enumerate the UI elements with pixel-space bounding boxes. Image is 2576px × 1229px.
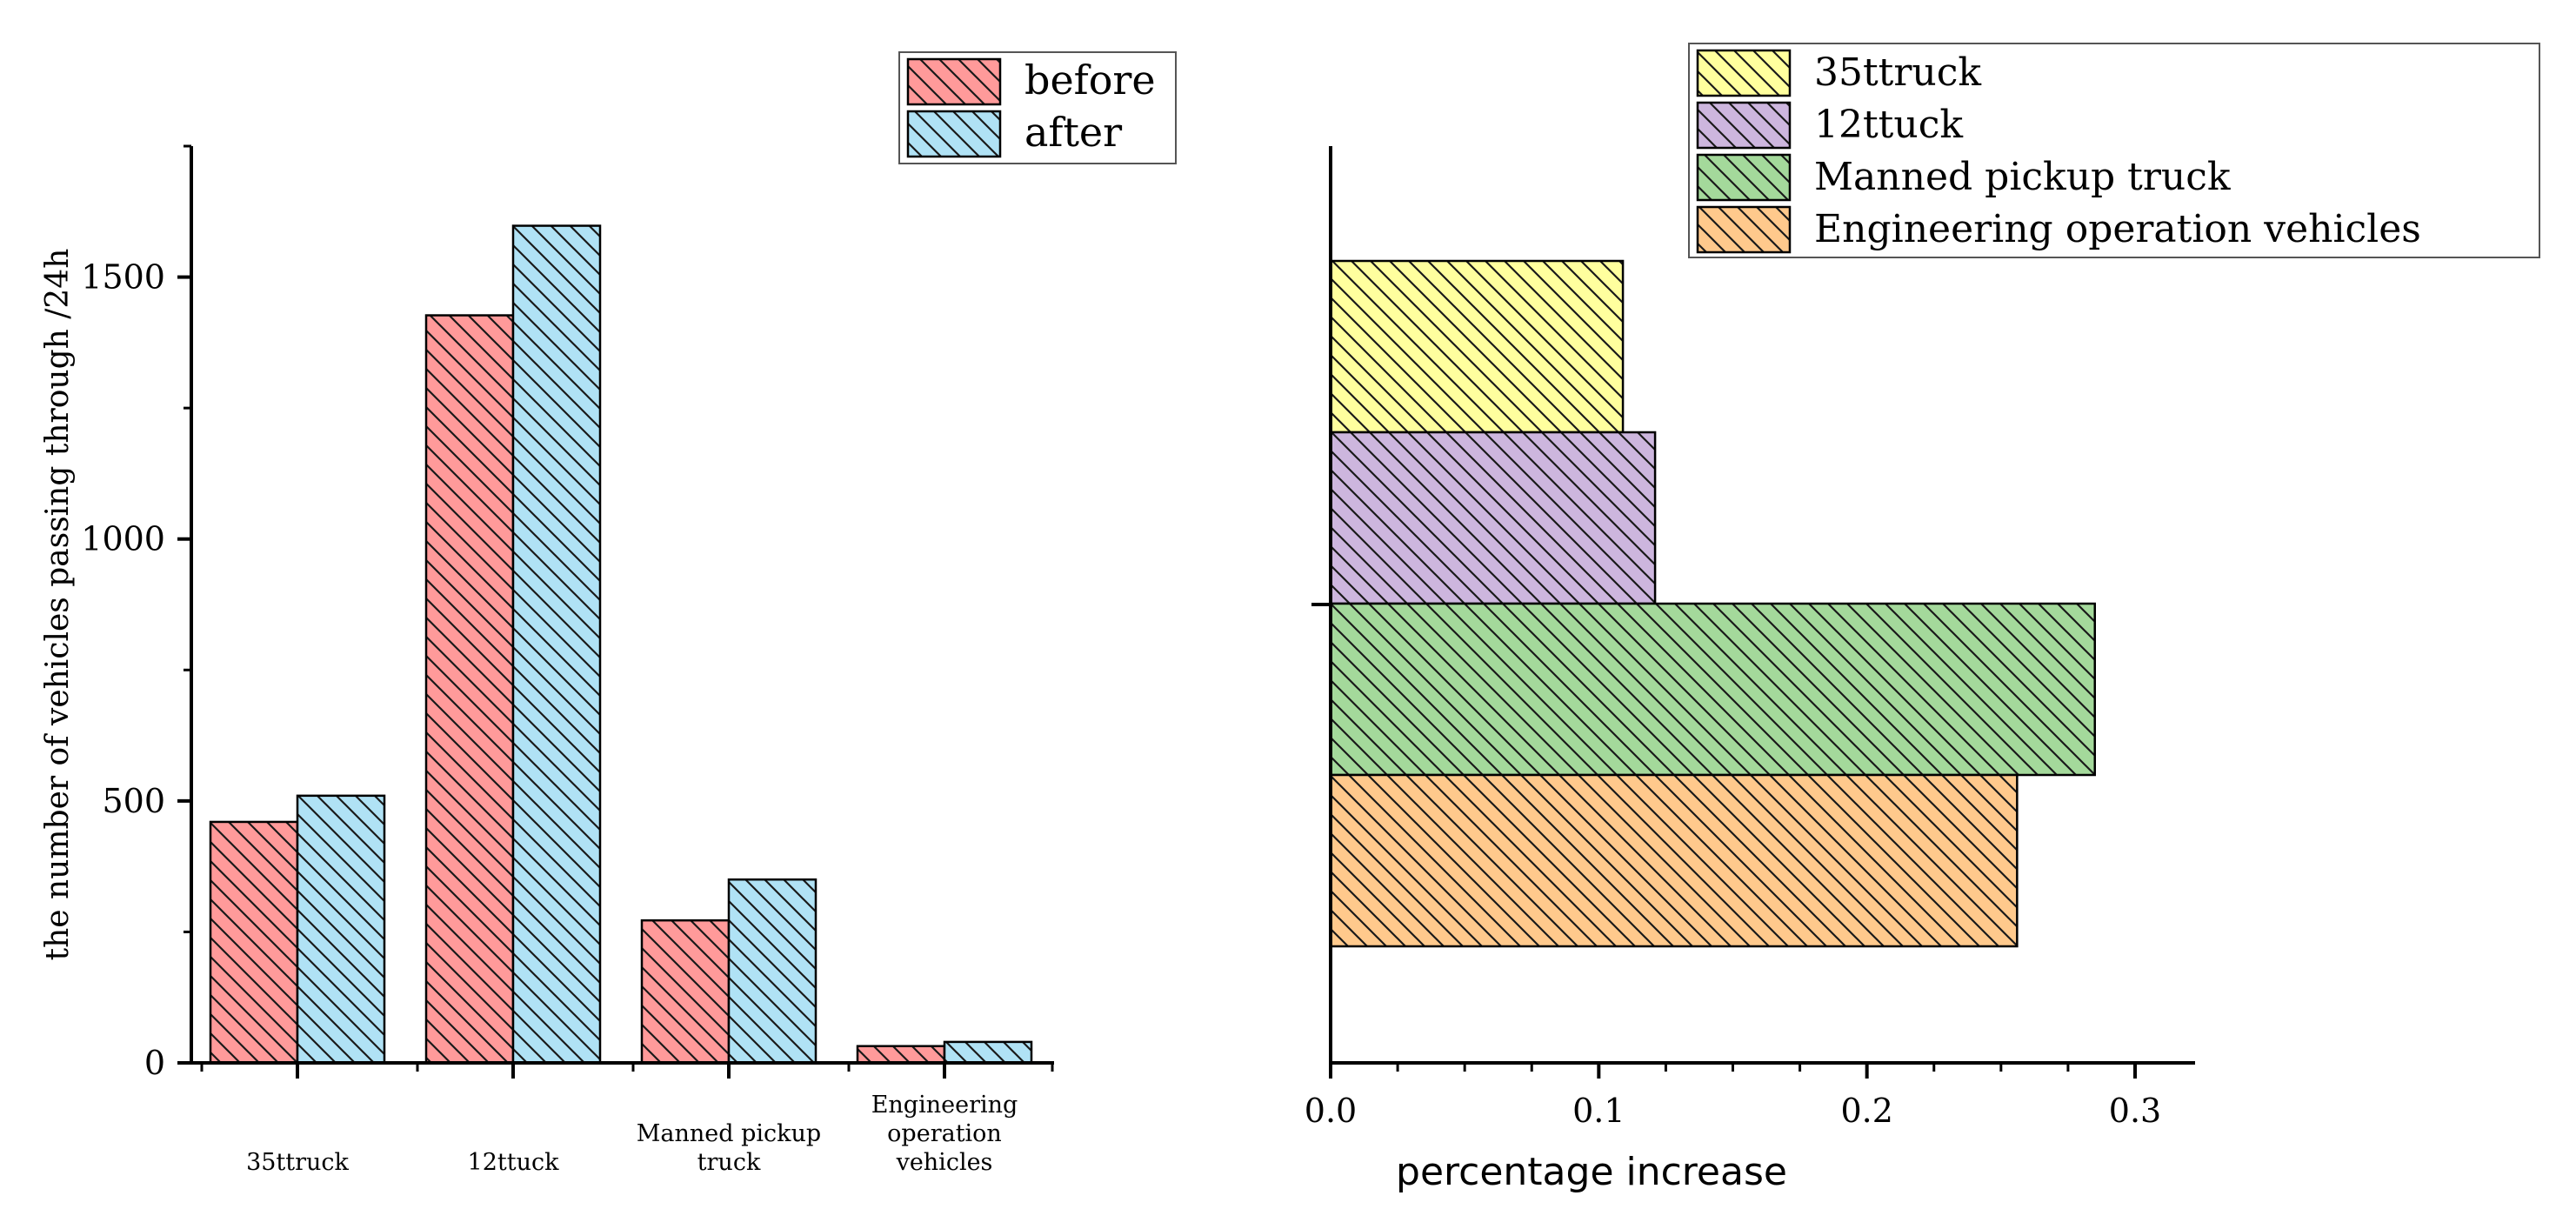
legend-swatch-before-hatch — [906, 57, 1002, 106]
left-category-label: vehicles — [896, 1149, 993, 1176]
hbar-0 — [1329, 259, 1625, 434]
bar-after-2 — [727, 878, 818, 1065]
legend-swatch-0 — [1696, 49, 1792, 97]
left-y-tick-label: 500 — [102, 782, 165, 820]
legend-swatch-1-hatch — [1696, 101, 1792, 150]
legend-swatch-2-hatch — [1696, 153, 1792, 202]
bar-before-3-hatch — [856, 1045, 946, 1065]
legend-label-after: after — [1024, 109, 1122, 156]
percentage-increase-chart: 0.0 0.1 0.2 0.3 percentage increase 35ttruc… — [1305, 43, 2540, 1194]
left-legend: before after — [898, 51, 1177, 164]
bar-before-0 — [209, 820, 299, 1065]
hbar-3-hatch — [1329, 773, 2019, 948]
right-x-tick-label: 0.2 — [1840, 1092, 1892, 1130]
right-x-ticks: 0.0 0.1 0.2 0.3 — [1305, 1063, 2161, 1130]
legend-label-1: 12ttuck — [1814, 103, 1963, 147]
bar-before-0-hatch — [209, 820, 299, 1065]
right-x-tick-label: 0.0 — [1305, 1092, 1357, 1130]
left-category-label: operation — [887, 1120, 1002, 1147]
left-category-label: Manned pickup — [637, 1120, 821, 1147]
bar-before-2 — [640, 918, 731, 1065]
left-category-label: Engineering — [871, 1092, 1018, 1119]
left-y-tick-label: 0 — [144, 1044, 165, 1082]
right-legend-box — [1688, 43, 2540, 258]
legend-swatch-before — [906, 57, 1002, 106]
left-category-label: 12ttuck — [468, 1149, 560, 1176]
right-legend: 35ttruck 12ttuck Manned pickup truck Engine… — [1688, 43, 2540, 258]
right-x-axis-label: percentage increase — [1396, 1150, 1787, 1194]
vehicles-bar-chart: 0 500 1000 1500 35ttruck 12ttuck Manned picku… — [40, 51, 1177, 1176]
legend-swatch-0-hatch — [1696, 49, 1792, 97]
legend-swatch-3-hatch — [1696, 205, 1792, 254]
legend-swatch-after — [906, 110, 1002, 158]
left-y-tick-label: 1500 — [81, 258, 165, 297]
hbar-1 — [1329, 431, 1657, 605]
legend-swatch-3 — [1696, 205, 1792, 254]
hbar-1-hatch — [1329, 431, 1657, 605]
left-category-label: truck — [697, 1149, 761, 1176]
left-y-tick-label: 1000 — [81, 520, 165, 558]
left-category-label: 35ttruck — [246, 1149, 349, 1176]
legend-swatch-after-hatch — [906, 110, 1002, 158]
legend-label-before: before — [1024, 57, 1156, 104]
bar-after-0-hatch — [296, 794, 386, 1065]
hbar-3 — [1329, 773, 2019, 948]
legend-label-2: Manned pickup truck — [1814, 155, 2231, 199]
bar-after-1 — [511, 224, 602, 1065]
left-y-ticks: 0 500 1000 1500 — [81, 144, 191, 1082]
hbar-2-hatch — [1329, 602, 2096, 777]
right-bars — [1329, 259, 2096, 948]
left-y-axis-label: the number of vehicles passing through /… — [40, 249, 76, 961]
bar-after-3 — [943, 1040, 1033, 1065]
legend-swatch-1 — [1696, 101, 1792, 150]
hbar-2 — [1329, 602, 2096, 777]
left-bars — [209, 224, 1033, 1065]
right-x-tick-label: 0.3 — [2109, 1092, 2161, 1130]
legend-label-3: Engineering operation vehicles — [1814, 207, 2421, 251]
bar-before-1-hatch — [424, 314, 515, 1065]
hbar-0-hatch — [1329, 259, 1625, 434]
legend-swatch-2 — [1696, 153, 1792, 202]
right-x-tick-label: 0.1 — [1572, 1092, 1625, 1130]
bar-before-3 — [856, 1045, 946, 1065]
bar-after-1-hatch — [511, 224, 602, 1065]
bar-after-3-hatch — [943, 1040, 1033, 1065]
bar-after-2-hatch — [727, 878, 818, 1065]
legend-label-0: 35ttruck — [1814, 50, 1981, 95]
bar-after-0 — [296, 794, 386, 1065]
bar-before-1 — [424, 314, 515, 1065]
bar-before-2-hatch — [640, 918, 731, 1065]
